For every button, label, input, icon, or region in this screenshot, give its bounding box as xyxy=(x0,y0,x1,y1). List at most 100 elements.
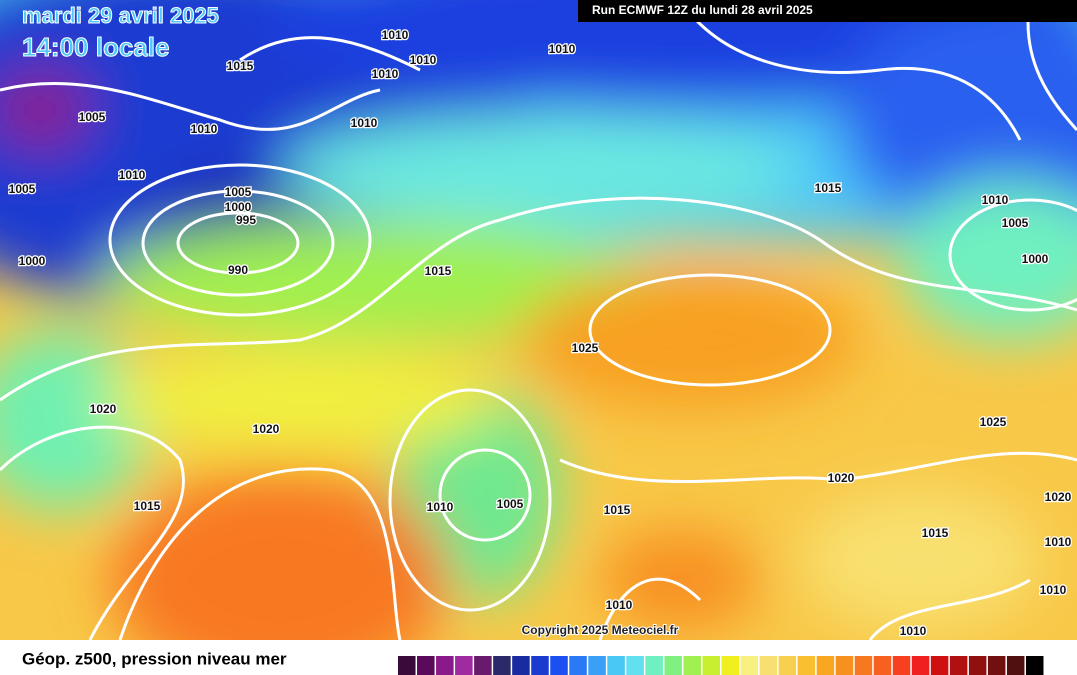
copyright: Copyright 2025 Meteociel.fr xyxy=(522,623,679,637)
isobar-label: 1005 xyxy=(1002,216,1029,230)
colorbar-swatch xyxy=(759,656,778,675)
colorbar-swatch xyxy=(436,656,454,675)
colorbar-swatch xyxy=(1025,656,1044,675)
colorbar-swatch xyxy=(873,656,892,675)
isobar-label: 1015 xyxy=(227,59,254,73)
isobar-label: 1015 xyxy=(922,526,949,540)
field-blob xyxy=(280,115,800,225)
isobar-label: 1010 xyxy=(900,624,927,638)
field-blob xyxy=(800,490,1040,630)
isobar-label: 1010 xyxy=(606,598,633,612)
isobar xyxy=(499,196,1077,312)
isobar xyxy=(868,578,1031,640)
isobar xyxy=(438,448,532,542)
isobar-label: 1005 xyxy=(225,185,252,199)
colorbar-swatch xyxy=(854,656,873,675)
isobar xyxy=(0,0,1077,640)
colorbar-swatch xyxy=(607,656,625,675)
colorbar-swatch xyxy=(835,656,854,675)
run-box xyxy=(578,0,1077,22)
colorbar-swatch xyxy=(550,656,568,675)
colorbar-swatch xyxy=(930,656,949,675)
colorbar-swatch xyxy=(1006,656,1025,675)
isobar xyxy=(0,218,501,402)
isobar-label: 1015 xyxy=(604,503,631,517)
legend-title: Géop. z500, pression niveau mer xyxy=(22,649,287,668)
isobar-label: 1010 xyxy=(982,193,1009,207)
isobar xyxy=(559,451,1077,484)
isobar-label: 1020 xyxy=(253,422,280,436)
colorbar-swatch xyxy=(816,656,835,675)
isobar-label: 1020 xyxy=(90,402,117,416)
colorbar-swatch xyxy=(569,656,587,675)
isobar-label: 1005 xyxy=(9,182,36,196)
field-blob xyxy=(0,330,150,510)
isobar xyxy=(948,198,1077,312)
isobar-label: 1000 xyxy=(225,200,252,214)
colorbar-swatch xyxy=(455,656,473,675)
isobar-label: 1005 xyxy=(79,110,106,124)
isobar xyxy=(0,425,186,640)
run-label: Run ECMWF 12Z du lundi 28 avril 2025 xyxy=(592,3,813,17)
time-label: 14:00 locale xyxy=(22,32,169,62)
isobar xyxy=(118,467,402,640)
isobar-label: 995 xyxy=(236,213,256,227)
isobar-label: 1010 xyxy=(351,116,378,130)
field-blob xyxy=(0,70,90,150)
isobar-label: 1025 xyxy=(980,415,1007,429)
isobar-label: 1010 xyxy=(1040,583,1067,597)
colorbar-swatch xyxy=(493,656,511,675)
isobar xyxy=(141,189,335,297)
isobar xyxy=(0,81,381,131)
colorbar-swatch xyxy=(968,656,987,675)
isobar-label: 1000 xyxy=(1022,252,1049,266)
colorbar-swatch xyxy=(588,656,606,675)
colorbar-swatch xyxy=(417,656,435,675)
isobar-label: 1010 xyxy=(191,122,218,136)
field-blob xyxy=(100,220,660,340)
isobar xyxy=(176,211,300,275)
colorbar-swatch xyxy=(778,656,797,675)
field-blob xyxy=(110,470,450,640)
date-label: mardi 29 avril 2025 xyxy=(22,3,219,28)
isobar xyxy=(239,36,421,72)
colorbar-swatch xyxy=(740,656,759,675)
isobar-label: 1010 xyxy=(119,168,146,182)
colorbar-swatch xyxy=(949,656,968,675)
isobar-label: 1010 xyxy=(1045,535,1072,549)
isobar-label: 1010 xyxy=(382,28,409,42)
field-blob xyxy=(100,350,500,450)
colorbar-swatch xyxy=(645,656,663,675)
isobar-label: 1010 xyxy=(372,67,399,81)
isobar-label: 1025 xyxy=(572,341,599,355)
isobar-label: 1020 xyxy=(1045,490,1072,504)
colorbar-swatch xyxy=(702,656,720,675)
colorbar-swatch xyxy=(531,656,549,675)
colorbar-swatch xyxy=(398,656,416,675)
isobar-label: 1010 xyxy=(427,500,454,514)
isobar-label: 1015 xyxy=(425,264,452,278)
isobar-label: 1000 xyxy=(19,254,46,268)
isobar xyxy=(678,0,1022,141)
isobar-label: 1015 xyxy=(815,181,842,195)
isobar xyxy=(388,388,552,612)
colorbar-swatch xyxy=(797,656,816,675)
colorbar-swatch xyxy=(474,656,492,675)
colorbar-swatch xyxy=(892,656,911,675)
isobar-label: 1015 xyxy=(134,499,161,513)
colorbar-swatch xyxy=(987,656,1006,675)
field-blob xyxy=(520,270,860,410)
field-blob xyxy=(600,530,760,630)
colorbar-swatch xyxy=(626,656,644,675)
colorbar-swatch xyxy=(664,656,682,675)
colorbar-swatch xyxy=(512,656,530,675)
isobar-label: 1010 xyxy=(410,53,437,67)
isobar-label: 1010 xyxy=(549,42,576,56)
colorbar-swatch xyxy=(683,656,701,675)
colorbar xyxy=(398,656,1044,675)
field-blob xyxy=(840,0,1077,240)
isobar-label: 990 xyxy=(228,263,248,277)
